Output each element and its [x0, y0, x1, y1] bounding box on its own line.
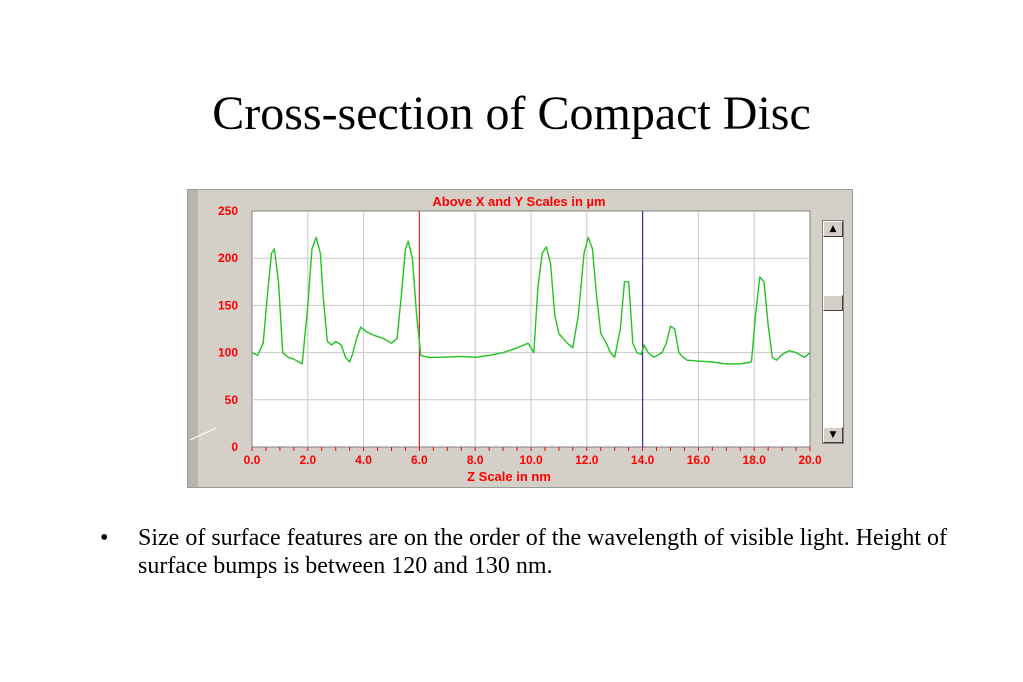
scroll-up-button[interactable]: ▲ — [823, 221, 843, 237]
bullet-item: • Size of surface features are on the or… — [100, 524, 960, 580]
x-tick-label: 8.0 — [467, 453, 484, 467]
y-tick-label: 250 — [218, 204, 238, 218]
bullet-text: Size of surface features are on the orde… — [138, 525, 948, 579]
x-tick-labels: 0.0 2.0 4.0 6.0 8.0 10.0 12.0 14.0 16.0 18.0 20.0 — [244, 447, 822, 467]
arrow-down-icon: ▼ — [829, 430, 837, 440]
y-tick-labels: 250 200 150 100 50 0 — [218, 204, 238, 454]
cursor-lines — [418, 211, 644, 447]
surface-profile-line — [251, 236, 811, 365]
profile-chart: 250 200 150 100 50 0 0.0 2.0 4.0 6.0 8.0 10.0 12.0 1… — [188, 190, 822, 487]
y-tick-label: 100 — [218, 346, 238, 360]
vertical-scrollbar[interactable]: ▲ ▼ — [822, 220, 844, 444]
x-tick-label: 0.0 — [244, 453, 261, 467]
x-tick-label: 6.0 — [411, 453, 428, 467]
y-tick-label: 200 — [218, 251, 238, 265]
scroll-thumb[interactable] — [823, 295, 843, 311]
scroll-down-button[interactable]: ▼ — [823, 427, 843, 443]
y-tick-label: 0 — [231, 440, 238, 454]
x-tick-label: 4.0 — [355, 453, 372, 467]
y-tick-label: 50 — [225, 393, 239, 407]
x-axis-label: Z Scale in nm — [467, 469, 551, 484]
chart-title: Above X and Y Scales in µm — [432, 194, 605, 209]
bullet-list: • Size of surface features are on the or… — [100, 524, 960, 580]
trace-layer — [251, 236, 811, 365]
arrow-up-icon: ▲ — [829, 224, 837, 234]
x-tick-label: 16.0 — [687, 453, 711, 467]
y-tick-label: 150 — [218, 298, 238, 312]
slide-title: Cross-section of Compact Disc — [212, 87, 811, 140]
x-tick-label: 14.0 — [631, 453, 655, 467]
x-tick-label: 18.0 — [743, 453, 767, 467]
chart-window: 250 200 150 100 50 0 0.0 2.0 4.0 6.0 8.0 10.0 12.0 1… — [187, 189, 853, 488]
x-tick-label: 20.0 — [798, 453, 822, 467]
bullet-dot-icon: • — [100, 525, 109, 551]
window-left-strip — [188, 190, 198, 487]
window-corner-mark — [189, 427, 217, 441]
x-tick-label: 2.0 — [299, 453, 316, 467]
x-tick-label: 12.0 — [575, 453, 599, 467]
x-tick-label: 10.0 — [519, 453, 543, 467]
